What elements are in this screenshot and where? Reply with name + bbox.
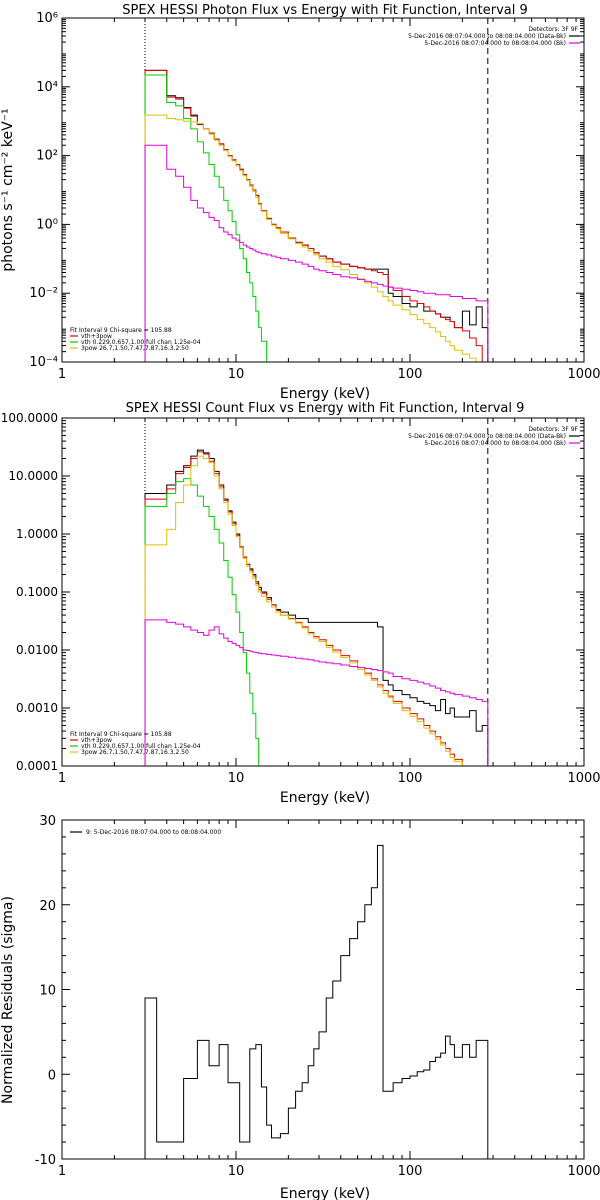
series-3pow	[144, 455, 488, 767]
residuals-legend: 9: 5-Dec-2016 08:07:04.000 to 08:08:04.0…	[70, 829, 221, 836]
series-data	[144, 449, 489, 766]
series-vth	[144, 74, 488, 363]
residuals-axes: 1 10 100 1000 -10 0 10 20 30	[35, 814, 600, 1179]
residuals-ylabel: Normalized Residuals (sigma)	[0, 896, 16, 1104]
y-tick-label: 10²	[36, 149, 58, 164]
residuals-series	[144, 844, 489, 1159]
photon-flux-series	[144, 69, 489, 363]
y-tick-label: 30	[39, 814, 56, 829]
photon-flux-panel: SPEX HESSI Photon Flux vs Energy with Fi…	[0, 3, 600, 402]
y-tick-label: 100.0000	[1, 411, 58, 425]
y-tick-label: 10.0000	[8, 469, 58, 483]
series-vth+3pow	[144, 69, 488, 363]
photon-flux-fit-legend: Fit Interval 9 Chi-square = 105.88vth+3p…	[70, 327, 201, 352]
residuals-xlabel: Energy (keV)	[280, 1186, 370, 1200]
x-tick-label: 1000	[567, 367, 600, 382]
fit-legend-entry: vth+3pow	[81, 737, 112, 744]
y-tick-label: 0	[48, 1068, 56, 1083]
fit-legend-header: Fit Interval 9 Chi-square = 105.88	[70, 327, 172, 334]
count-flux-time-legend: 5-Dec-2016 08:07:04.000 to 08:08:04.000 …	[408, 433, 580, 447]
y-tick-label: -10	[35, 1153, 56, 1168]
fit-legend-entry: 3pow 26.7,1.50,7.47,7.87,16.3,2.50	[81, 749, 189, 756]
x-tick-label: 10	[228, 1164, 245, 1179]
photon-flux-ylabel: photons s⁻¹ cm⁻² keV⁻¹	[0, 108, 16, 271]
x-tick-label: 100	[398, 1164, 423, 1179]
legend-entry: 9: 5-Dec-2016 08:07:04.000 to 08:08:04.0…	[86, 829, 221, 836]
y-tick-label: 10⁻²	[29, 286, 58, 301]
y-tick-label: 10	[39, 984, 56, 999]
x-tick-label: 1	[58, 1164, 66, 1179]
series-vth+3pow	[144, 451, 488, 767]
photon-flux-detectors: Detectors: 3F 9F	[528, 26, 578, 33]
residuals-frame	[61, 819, 585, 1160]
y-tick-label: 10⁰	[36, 217, 58, 232]
fit-legend-entry: vth+3pow	[81, 333, 112, 340]
count-flux-detectors: Detectors: 3F 9F	[528, 426, 578, 433]
x-tick-label: 1	[58, 771, 66, 786]
y-tick-label: 0.0001	[16, 759, 58, 773]
y-tick-label: 1.0000	[16, 527, 58, 541]
count-flux-axes: 1 10 100 1000 0.0001 0.0010 0.0100 0.1000 1.0000…	[1, 411, 600, 786]
y-tick-label: 10⁶	[36, 11, 58, 26]
time-legend-entry: 5-Dec-2016 08:07:04.000 to 08:08:04.000 …	[424, 40, 566, 47]
count-flux-series	[144, 449, 489, 767]
y-tick-label: 20	[39, 899, 56, 914]
y-tick-label: 10⁴	[36, 80, 58, 95]
fit-legend-header: Fit Interval 9 Chi-square = 105.88	[70, 731, 172, 738]
series-data	[144, 69, 489, 362]
x-tick-label: 10	[228, 771, 245, 786]
time-legend-entry: 5-Dec-2016 08:07:04.000 to 08:08:04.000 …	[424, 440, 566, 447]
time-legend-entry: 5-Dec-2016 08:07:04.000 to 08:08:04.000 …	[408, 433, 566, 440]
series-residuals	[144, 844, 489, 1159]
y-tick-label: 0.0100	[16, 643, 58, 657]
count-flux-panel: SPEX HESSI Count Flux vs Energy with Fit…	[1, 401, 600, 806]
series-background	[144, 144, 489, 362]
photon-flux-xlabel: Energy (keV)	[280, 386, 370, 402]
time-legend-entry: 5-Dec-2016 08:07:04.000 to 08:08:04.000 …	[408, 33, 566, 40]
x-tick-label: 1000	[567, 771, 600, 786]
y-tick-label: 10⁻⁴	[29, 355, 58, 370]
fit-legend-entry: vth 0.229,0.657,1.00 full chan 1.25e-04	[81, 339, 201, 346]
y-tick-label: 0.1000	[16, 585, 58, 599]
count-flux-fit-legend: Fit Interval 9 Chi-square = 105.88vth+3p…	[70, 731, 201, 756]
x-tick-label: 1000	[567, 1164, 600, 1179]
fit-legend-entry: vth 0.229,0.657,1.00 full chan 1.25e-04	[81, 743, 201, 750]
x-tick-label: 100	[398, 367, 423, 382]
y-tick-label: 0.0010	[16, 701, 58, 715]
photon-flux-time-legend: 5-Dec-2016 08:07:04.000 to 08:08:04.000 …	[408, 33, 580, 47]
photon-flux-title: SPEX HESSI Photon Flux vs Energy with Fi…	[122, 3, 528, 18]
series-3pow	[144, 114, 488, 363]
count-flux-frame	[61, 417, 585, 767]
residuals-panel: Energy (keV) Normalized Residuals (sigma…	[0, 814, 600, 1200]
x-tick-label: 10	[228, 367, 245, 382]
count-flux-xlabel: Energy (keV)	[280, 790, 370, 806]
series-background	[144, 619, 489, 766]
x-tick-label: 1	[58, 367, 66, 382]
count-flux-title: SPEX HESSI Count Flux vs Energy with Fit…	[126, 401, 525, 416]
fit-legend-entry: 3pow 26.7,1.50,7.47,7.87,16.3,2.50	[81, 345, 189, 352]
photon-flux-frame	[61, 17, 585, 363]
x-tick-label: 100	[398, 771, 423, 786]
